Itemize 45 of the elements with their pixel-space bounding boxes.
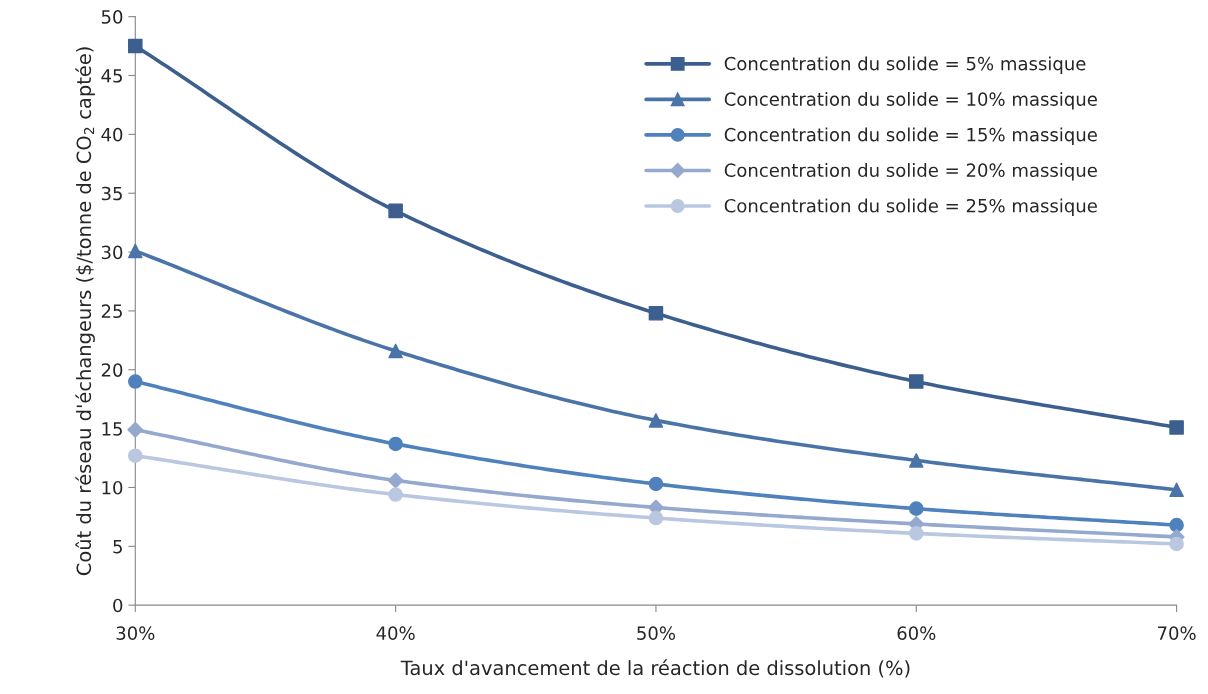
point xyxy=(128,374,143,389)
y-axis-title: Coût du réseau d'échangeurs ($/tonne de CO$_{2}$ captée) xyxy=(75,47,95,576)
x-tick-label: 40% xyxy=(376,626,415,640)
legend-label: Concentration du solide = 20% massique xyxy=(724,163,1097,181)
point xyxy=(1169,517,1184,533)
point xyxy=(387,472,404,489)
point xyxy=(908,453,924,468)
point xyxy=(648,476,664,492)
point xyxy=(908,501,924,516)
point xyxy=(648,305,664,321)
x-tick-label: 50% xyxy=(637,626,676,640)
point xyxy=(127,421,144,438)
point xyxy=(1169,482,1184,498)
y-tick-label: 25 xyxy=(101,304,122,319)
y-tick-label: 30 xyxy=(101,245,123,260)
x-axis-title: Taux d'avancement de la réaction de dissolution (%) xyxy=(400,659,910,678)
point xyxy=(388,436,403,452)
y-tick-label: 35 xyxy=(101,186,122,201)
point xyxy=(908,526,924,541)
point xyxy=(648,413,664,428)
point xyxy=(388,487,403,502)
y-tick-label: 5 xyxy=(113,540,122,554)
y-tick-label: 0 xyxy=(113,598,123,613)
x-tick-label: 70% xyxy=(1158,626,1196,640)
point xyxy=(388,203,403,219)
y-tick-label: 40 xyxy=(101,127,123,142)
legend-label: Concentration du solide = 10% massique xyxy=(724,91,1097,110)
y-tick-label: 50 xyxy=(101,10,123,24)
point xyxy=(1169,536,1184,552)
y-tick-label: 20 xyxy=(101,363,123,377)
y-tick-label: 45 xyxy=(101,69,122,83)
point xyxy=(128,38,143,54)
legend-label: Concentration du solide = 5% massique xyxy=(724,56,1086,74)
point xyxy=(128,448,143,463)
point xyxy=(908,374,924,389)
legend-label: Concentration du solide = 15% massique xyxy=(724,127,1097,145)
legend-label: Concentration du solide = 25% massique xyxy=(724,198,1097,217)
x-tick-label: 30% xyxy=(116,626,155,640)
y-tick-label: 10 xyxy=(102,480,123,495)
point xyxy=(648,510,664,526)
y-tick-label: 15 xyxy=(102,422,122,436)
point xyxy=(128,243,143,259)
x-tick-label: 60% xyxy=(897,626,936,640)
point xyxy=(1169,420,1184,435)
point xyxy=(388,343,403,359)
